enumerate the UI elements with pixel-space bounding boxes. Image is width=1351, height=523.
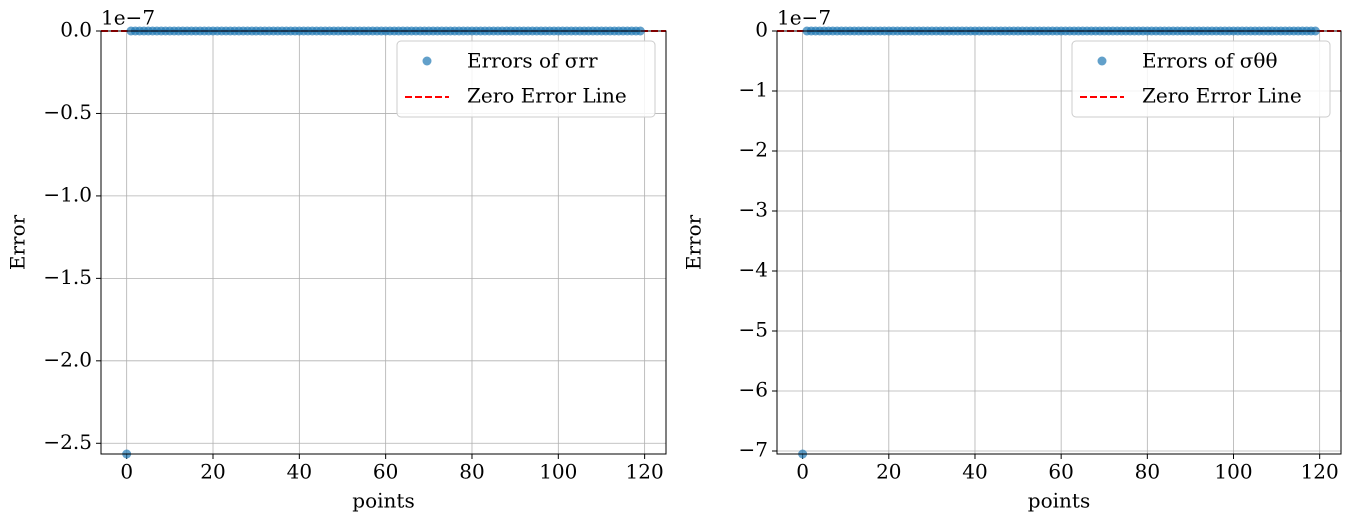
offset-text: 1e−7 [777, 6, 831, 30]
y-tick-label: −1.0 [43, 182, 92, 206]
y-tick-label: 0 [755, 18, 768, 42]
x-tick-label: 20 [876, 460, 901, 484]
y-tick-label: −2.0 [43, 347, 92, 371]
legend-label: Zero Error Line [1142, 84, 1302, 108]
plot-frame [100, 30, 667, 455]
y-tick-label: −6 [739, 378, 768, 402]
legend-marker [422, 56, 432, 66]
x-tick-label: 0 [796, 460, 809, 484]
legend-marker [1097, 56, 1107, 66]
x-tick-label: 20 [200, 460, 225, 484]
y-tick-label: −1.5 [43, 265, 92, 289]
y-tick-label: 0.0 [60, 18, 92, 42]
legend-label: Errors of σθθ [1142, 49, 1277, 73]
legend-box [1071, 40, 1331, 118]
y-tick-label: −7 [739, 438, 768, 462]
x-tick-label: 100 [1214, 460, 1252, 484]
y-tick-label: −2 [739, 138, 768, 162]
y-tick-label: −5 [739, 318, 768, 342]
legend-label: Zero Error Line [467, 84, 627, 108]
x-tick-label: 40 [287, 460, 312, 484]
x-axis-label: points [352, 489, 414, 513]
plot-frame [776, 30, 1342, 455]
y-tick-label: −1 [739, 78, 768, 102]
legend-box [396, 40, 656, 118]
y-tick-label: −0.5 [43, 100, 92, 124]
x-tick-label: 80 [1135, 460, 1160, 484]
y-axis-label: Error [682, 214, 706, 270]
x-tick-label: 40 [962, 460, 987, 484]
offset-text: 1e−7 [101, 6, 155, 30]
x-tick-label: 60 [373, 460, 398, 484]
x-tick-label: 100 [539, 460, 577, 484]
y-tick-label: −3 [739, 198, 768, 222]
x-tick-label: 60 [1048, 460, 1073, 484]
x-tick-label: 80 [459, 460, 484, 484]
x-tick-label: 120 [1301, 460, 1339, 484]
x-axis-label: points [1028, 489, 1090, 513]
legend-label: Errors of σrr [467, 49, 598, 73]
x-tick-label: 0 [120, 460, 133, 484]
y-tick-label: −2.5 [43, 430, 92, 454]
x-tick-label: 120 [626, 460, 664, 484]
y-axis-label: Error [6, 214, 30, 270]
y-tick-label: −4 [739, 258, 768, 282]
